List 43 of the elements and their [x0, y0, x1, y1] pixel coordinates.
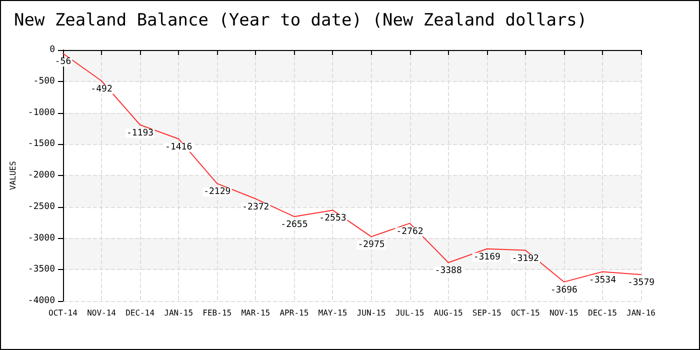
- data-label: -2655: [280, 220, 308, 230]
- y-tick-label: -2500: [28, 202, 55, 212]
- x-tick-label: SEP-15: [472, 308, 502, 318]
- chart-title: New Zealand Balance (Year to date) (New Zealand dollars): [14, 10, 588, 30]
- x-tick-label: NOV-15: [549, 308, 579, 318]
- x-tick-label: APR-15: [280, 308, 309, 318]
- x-tick-label: JUL-15: [395, 308, 424, 318]
- data-label: -2975: [358, 240, 385, 250]
- y-tick-label: -4000: [28, 296, 55, 306]
- y-tick-label: -1500: [28, 139, 55, 150]
- y-tick-label: -2000: [28, 170, 55, 180]
- x-tick-label: MAY-15: [318, 308, 348, 318]
- data-label: -3388: [434, 266, 462, 276]
- data-label: -2553: [319, 214, 346, 224]
- x-tick-label: MAR-15: [241, 308, 270, 318]
- data-label: -3169: [473, 252, 500, 262]
- data-label: -2372: [242, 202, 270, 212]
- x-tick-label: OCT-15: [510, 308, 540, 318]
- data-label: -3192: [512, 254, 539, 264]
- y-tick-label: -500: [33, 76, 55, 86]
- y-tick-label: -3500: [28, 264, 55, 275]
- y-tick-label: -3000: [28, 233, 55, 244]
- x-tick-label: JAN-16: [626, 308, 656, 318]
- x-tick-label: JAN-15: [164, 308, 194, 318]
- x-tick-label: FEB-15: [202, 308, 232, 318]
- data-label: -1416: [165, 142, 192, 152]
- x-tick-label: AUG-15: [434, 308, 463, 318]
- data-label: -3696: [550, 285, 578, 296]
- data-label: -2129: [204, 187, 231, 198]
- data-label: -2762: [396, 226, 424, 237]
- x-tick-label: OCT-14: [48, 308, 78, 318]
- x-tick-label: NOV-14: [87, 308, 116, 318]
- data-label: -3579: [627, 278, 655, 288]
- y-axis-title: VALUES: [8, 160, 18, 190]
- data-label: -1193: [126, 128, 154, 138]
- x-tick-label: DEC-14: [126, 308, 155, 318]
- data-label: -492: [90, 84, 112, 94]
- x-tick-label: DEC-15: [588, 308, 618, 318]
- x-tick-label: JUN-15: [356, 308, 386, 318]
- y-tick-label: 0: [50, 45, 55, 55]
- data-label: -3534: [588, 275, 616, 286]
- y-tick-label: -1000: [28, 108, 55, 118]
- data-label: -56: [54, 57, 72, 68]
